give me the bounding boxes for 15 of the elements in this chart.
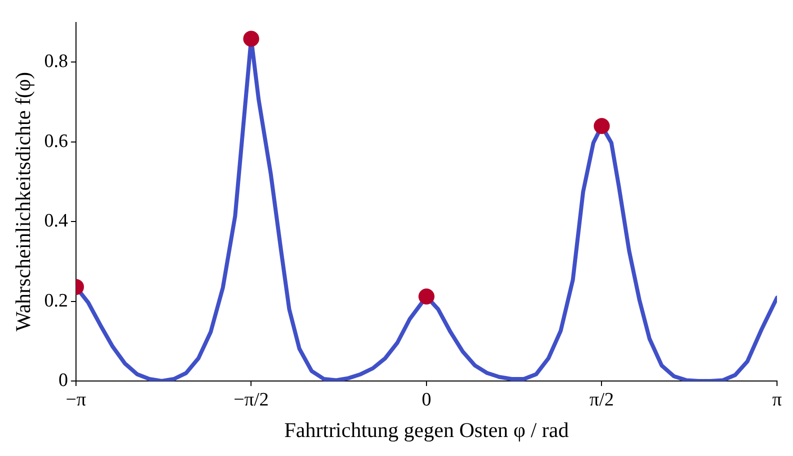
x-axis-title: Fahrtrichtung gegen Osten φ / rad bbox=[284, 418, 570, 442]
y-tick-label: 0.2 bbox=[44, 290, 68, 312]
x-tick-label: 0 bbox=[422, 389, 432, 410]
x-tick-label: −π/2 bbox=[234, 389, 269, 410]
y-tick-label: 0 bbox=[58, 370, 68, 391]
point bbox=[243, 30, 260, 47]
y-tick-label: 0.6 bbox=[44, 130, 68, 152]
point bbox=[594, 118, 610, 134]
point bbox=[418, 288, 434, 305]
x-tick-label: π/2 bbox=[590, 389, 614, 410]
x-tick-label: π bbox=[772, 389, 782, 410]
y-tick-label: 0.8 bbox=[44, 51, 68, 72]
y-tick-label: 0.4 bbox=[44, 210, 68, 232]
y-axis-title: Wahrscheinlichkeitsdichte f(φ) bbox=[11, 72, 36, 332]
x-tick-label: −π bbox=[66, 389, 87, 410]
